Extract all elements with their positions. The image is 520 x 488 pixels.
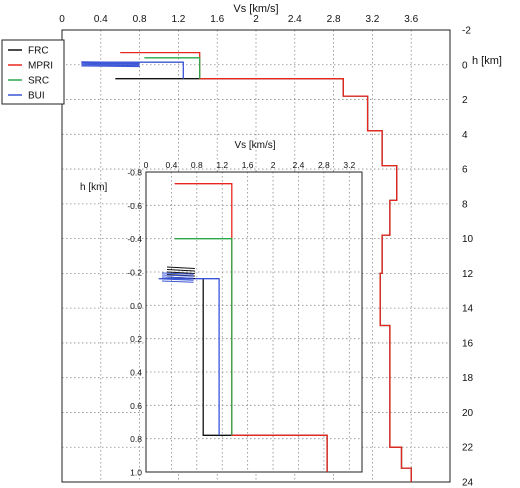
legend-label-mpri: MPRI: [28, 61, 53, 72]
outer-y-axis-label: h [km]: [472, 55, 502, 67]
y-tick-label: -2: [462, 26, 471, 37]
y-tick-label: 1.0: [130, 468, 142, 478]
x-tick-label: 0.8: [191, 160, 203, 170]
inset-bui-scribble: [161, 272, 194, 283]
inset-series-src: [174, 238, 233, 436]
y-tick-label: 24: [462, 478, 474, 488]
y-tick-label: 0.0: [130, 301, 142, 311]
y-tick-label: -0.6: [127, 201, 142, 211]
inset-frc-scribble: [166, 266, 195, 279]
legend-label-frc: FRC: [28, 46, 49, 57]
y-tick-label: 6: [462, 165, 468, 176]
y-tick-label: -0.2: [127, 268, 142, 278]
inset-x-axis-label: Vs [km/s]: [234, 140, 275, 151]
y-tick-label: 0.6: [130, 401, 142, 411]
y-tick-label: 12: [462, 269, 474, 280]
inset-series-bui: [158, 278, 220, 436]
y-tick-label: 2: [462, 95, 468, 106]
y-tick-label: 18: [462, 373, 474, 384]
inset-ticks: 0 0.4 0.8 1.2 1.6 2 2.4 2.8 3.2 -0.8 -0.6 -0.4 -0.2 0…: [127, 160, 355, 478]
y-tick-label: 10: [462, 234, 474, 245]
x-tick-label: 0: [59, 14, 65, 25]
y-tick-label: 0.8: [130, 434, 142, 444]
outer-x-axis-label: Vs [km/s]: [233, 3, 278, 15]
x-tick-label: 0: [144, 160, 149, 170]
x-tick-label: 1.2: [216, 160, 228, 170]
outer-series-lines: [81, 51, 412, 482]
y-tick-label: -0.8: [127, 168, 142, 178]
outer-series-src: [144, 57, 201, 79]
inset-y-axis-label: h [km]: [80, 182, 107, 193]
x-tick-label: 2.8: [327, 14, 341, 25]
y-tick-label: 0.2: [130, 334, 142, 344]
inset-plot-frame: [145, 171, 363, 473]
x-tick-label: 1.6: [242, 160, 254, 170]
y-tick-label: 14: [462, 304, 474, 315]
x-tick-label: 3.2: [343, 160, 355, 170]
legend-label-bui: BUI: [28, 91, 45, 102]
outer-ticks: 0 0.4 0.8 1.2 1.6 2 2.4 2.8 3.2 3.6-2024681012141…: [59, 14, 473, 488]
outer-series-mpri: [120, 51, 412, 482]
x-tick-label: 2: [271, 160, 276, 170]
y-tick-label: 0: [462, 60, 468, 71]
x-tick-label: 0.8: [133, 14, 147, 25]
x-tick-label: 1.2: [171, 14, 185, 25]
y-tick-label: 4: [462, 130, 468, 141]
outer-chart: 0 0.4 0.8 1.2 1.6 2 2.4 2.8 3.2 3.6-2024681012141…: [59, 3, 502, 488]
y-tick-label: 16: [462, 338, 474, 349]
x-tick-label: 3.6: [404, 14, 418, 25]
x-tick-label: 0.4: [94, 14, 108, 25]
x-tick-label: 2.4: [288, 14, 302, 25]
inset-background: [146, 172, 362, 472]
x-tick-label: 0.4: [165, 160, 177, 170]
inset-series-lines: [158, 183, 328, 472]
y-tick-label: 8: [462, 199, 468, 210]
y-tick-label: -0.4: [127, 234, 142, 244]
y-tick-label: 22: [462, 443, 474, 454]
outer-bui-scribble: [81, 61, 140, 68]
y-tick-label: 0.4: [130, 368, 142, 378]
inset-chart: 0 0.4 0.8 1.2 1.6 2 2.4 2.8 3.2 -0.8 -0.6 -0.4 -0.2 0…: [80, 140, 363, 478]
x-tick-label: 2: [253, 14, 259, 25]
legend-label-src: SRC: [28, 76, 49, 87]
x-tick-label: 3.2: [365, 14, 379, 25]
x-tick-label: 2.8: [318, 160, 330, 170]
y-tick-label: 20: [462, 408, 474, 419]
legend: FRC MPRI SRC BUI: [1, 39, 65, 105]
outer-plot-frame: [61, 29, 451, 483]
x-tick-label: 1.6: [210, 14, 224, 25]
x-tick-label: 2.4: [293, 160, 305, 170]
